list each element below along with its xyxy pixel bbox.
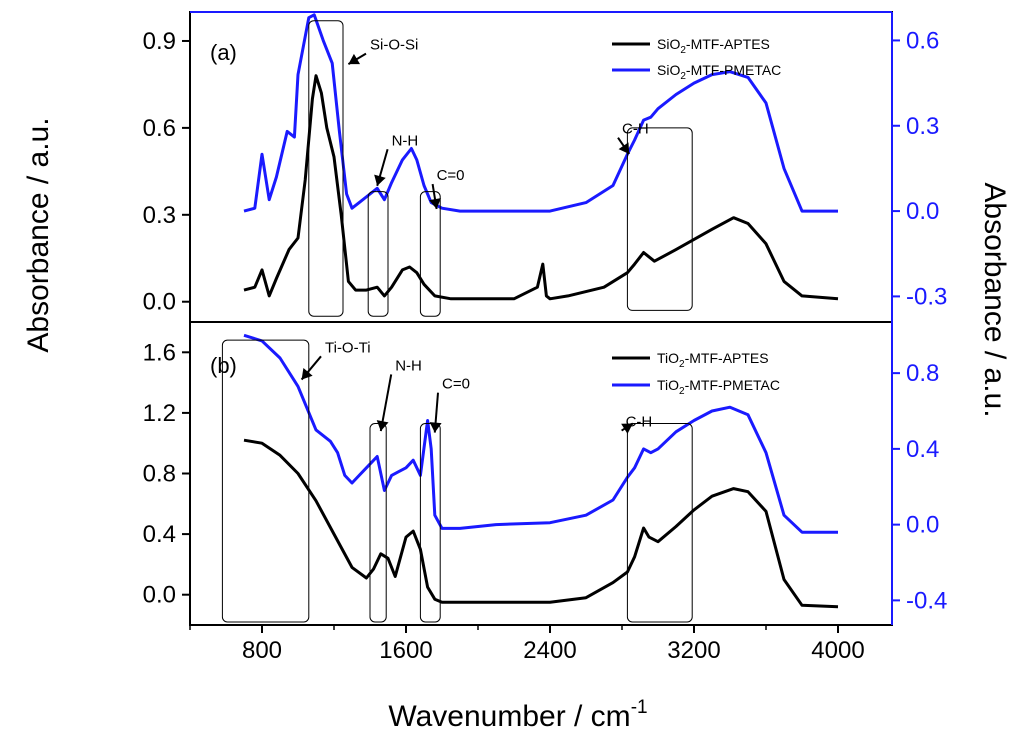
left-tick-label: 0.9 [143,28,176,55]
annotation-arrowhead [376,420,389,432]
annotation-label: C=0 [442,376,470,393]
legend-label-rest: -MTF-APTES [686,36,770,52]
left-tick-label: 1.2 [143,400,176,427]
annotation-box [626,423,693,623]
x-tick-label-1600: 1600 [379,637,432,664]
right-tick-label: -0.4 [906,587,947,614]
series-line-aptes [243,74,839,301]
legend-label-rest: -MTF-APTES [685,350,769,366]
left-tick-label: 0.8 [143,461,176,488]
annotation-label: C-H [622,121,649,138]
panel-label: (a) [210,40,237,65]
annotation-box [626,127,693,311]
series-line-aptes [243,438,839,609]
annotation-arrowhead [374,174,386,186]
left-tick-label: 0.6 [143,115,176,142]
legend-label-sub: 2 [680,45,686,56]
legend-label-sub: 2 [679,359,685,370]
x-tick-label-800: 800 [242,637,282,664]
legend-label-main: TiO [657,377,679,393]
legend-label-sub: 2 [679,386,685,397]
series-line-pmetac [243,13,838,213]
left-tick-label: 0.0 [143,582,176,609]
left-tick-label: 0.3 [143,202,176,229]
left-tick-label: 0.0 [143,289,176,316]
left-axis-label: Absorbance / a.u. [22,117,55,352]
annotation-box [419,191,441,317]
legend-label-rest: -MTF-PMETAC [686,62,781,78]
annotation-box [221,339,310,623]
annotation-label: N-H [395,357,422,374]
x-axis-label-sup: -1 [631,697,648,718]
legend-label: SiO2-MTF-PMETAC [657,62,781,82]
annotation-arrowhead [618,142,630,154]
legend-label: SiO2-MTF-APTES [657,36,770,56]
legend-label-main: SiO [657,36,680,52]
right-tick-label: 0.4 [906,436,939,463]
x-axis-label: Wavenumber / cm-1 [388,697,647,733]
left-tick-label: 1.6 [143,339,176,366]
right-tick-label: 0.0 [906,512,939,539]
panel-b: 0.00.40.81.21.6-0.40.00.40.8(b) TiO2-MTF-… [143,333,947,623]
annotation-box [367,191,389,317]
plot-frame [189,11,893,626]
right-tick-label: 0.0 [906,198,939,225]
annotation-arrowhead [348,53,361,65]
annotation-box [369,423,387,623]
annotation-box [308,20,344,317]
panel-a: 0.00.30.60.9-0.30.00.30.6(a) SiO2-MTF-APT… [143,13,947,317]
legend-label: TiO2-MTF-PMETAC [657,377,780,397]
panel-label: (b) [210,353,237,378]
legend-label-main: SiO [657,62,680,78]
annotation-label: N-H [392,132,419,149]
x-axis-label-main: Wavenumber / cm [388,700,630,733]
legend-label: TiO2-MTF-APTES [657,350,769,370]
plot-panels: 0.00.30.60.9-0.30.00.30.6(a) SiO2-MTF-APT… [143,13,947,623]
annotation-label: C=0 [437,167,465,184]
annotation-arrowhead [301,368,313,380]
legend-label-rest: -MTF-PMETAC [685,377,780,393]
annotation-label: Si-O-Si [370,37,418,54]
x-tick-label-3200: 3200 [667,637,720,664]
annotation-arrowhead [429,422,442,433]
right-axis-label: Absorbance / a.u. [978,182,1011,417]
series-line-pmetac [243,333,838,534]
right-tick-label: 0.3 [906,113,939,140]
legend-label-main: TiO [657,350,679,366]
x-axis-ticks: 800 1600 2400 3200 4000 [189,625,865,664]
x-tick-label-4000: 4000 [811,637,864,664]
left-tick-label: 0.4 [143,521,176,548]
annotation-label: C-H [626,414,653,431]
right-tick-label: -0.3 [906,283,947,310]
legend-label-sub: 2 [680,71,686,82]
annotation-arrowhead [621,423,633,434]
x-tick-label-2400: 2400 [523,637,576,664]
right-tick-label: 0.8 [906,360,939,387]
annotation-arrowhead [429,198,441,210]
annotation-label: Ti-O-Ti [325,339,371,356]
right-tick-label: 0.6 [906,27,939,54]
